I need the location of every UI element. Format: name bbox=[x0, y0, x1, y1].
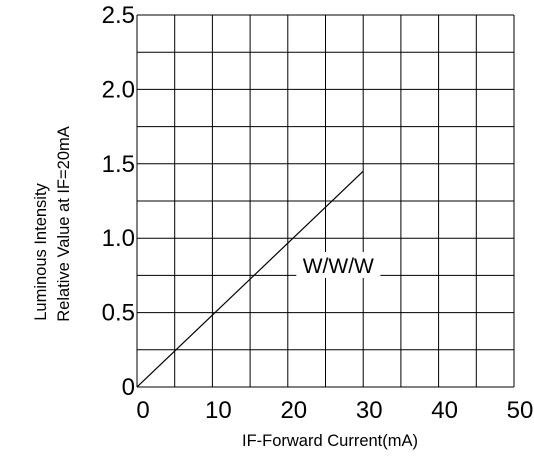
y-tick-label: 2.5 bbox=[102, 2, 135, 29]
annotations: W/W/W bbox=[296, 252, 380, 278]
y-tick-labels: 0 0.5 1.0 1.5 2.0 2.5 bbox=[102, 2, 135, 401]
series-annotation-label: W/W/W bbox=[303, 255, 374, 278]
x-tick-label: 50 bbox=[507, 397, 534, 424]
x-axis-title: IF-Forward Current(mA) bbox=[242, 432, 418, 450]
y-tick-label: 2.0 bbox=[102, 76, 135, 103]
x-tick-label: 40 bbox=[431, 397, 458, 424]
x-tick-label: 0 bbox=[136, 397, 149, 424]
y-tick-label: 1.5 bbox=[102, 151, 135, 178]
x-tick-label: 10 bbox=[205, 397, 232, 424]
x-tick-label: 20 bbox=[280, 397, 307, 424]
y-tick-label: 0 bbox=[122, 374, 135, 401]
y-axis-title-line-1: Relative Value at IF=20mA bbox=[55, 126, 73, 322]
x-tick-label: 30 bbox=[356, 397, 383, 424]
x-tick-labels: 0 10 20 30 40 50 bbox=[136, 397, 533, 424]
y-axis-title-line-2: Luminous Intensity bbox=[32, 182, 50, 320]
y-tick-label: 1.0 bbox=[102, 225, 135, 252]
y-tick-label: 0.5 bbox=[102, 300, 135, 327]
